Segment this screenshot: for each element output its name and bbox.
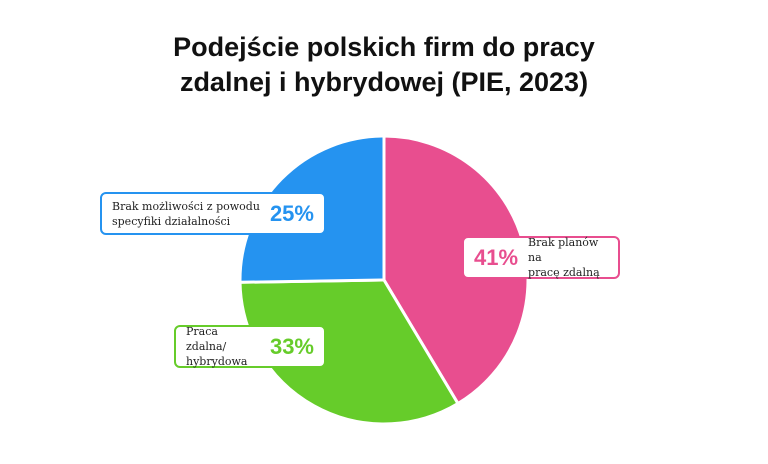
category-label: Brak planów na pracę zdalną	[528, 236, 600, 279]
value-label: 41%	[474, 244, 519, 270]
category-label: Brak możliwości z powodu specyfiki dział…	[112, 199, 260, 228]
pie-slice	[238, 278, 461, 426]
label-box: Praca zdalna/ hybrydowa 33%	[174, 325, 326, 368]
value-label: 25%	[269, 200, 314, 226]
label-box: 41% Brak planów na pracę zdalną	[462, 236, 620, 279]
category-label: Praca zdalna/ hybrydowa	[186, 325, 248, 368]
chart-title: Podejście polskich firm do pracy zdalnej…	[173, 32, 595, 97]
value-label: 33%	[269, 333, 314, 359]
label-box: Brak możliwości z powodu specyfiki dział…	[100, 192, 326, 235]
